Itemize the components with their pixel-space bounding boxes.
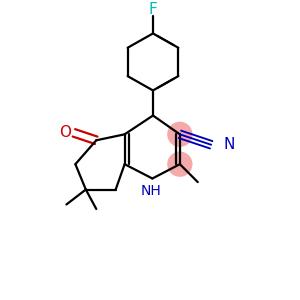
Text: N: N: [224, 137, 235, 152]
Circle shape: [168, 122, 192, 146]
Circle shape: [168, 152, 192, 176]
Text: NH: NH: [140, 184, 161, 198]
Text: F: F: [148, 2, 158, 17]
Text: O: O: [59, 125, 71, 140]
